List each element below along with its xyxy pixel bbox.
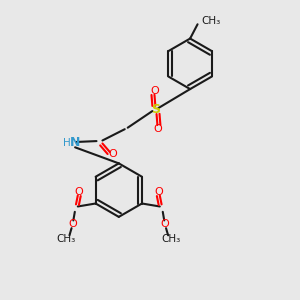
- Text: CH₃: CH₃: [161, 234, 181, 244]
- Text: O: O: [74, 187, 83, 196]
- Text: H: H: [64, 138, 71, 148]
- Text: CH₃: CH₃: [201, 16, 220, 26]
- Text: O: O: [68, 219, 77, 229]
- Text: N: N: [70, 136, 80, 149]
- Text: O: O: [155, 187, 164, 196]
- Text: O: O: [161, 219, 170, 229]
- Text: CH₃: CH₃: [57, 234, 76, 244]
- Text: O: O: [109, 149, 117, 160]
- Text: S: S: [152, 103, 160, 116]
- Text: O: O: [150, 85, 159, 96]
- Text: O: O: [153, 124, 162, 134]
